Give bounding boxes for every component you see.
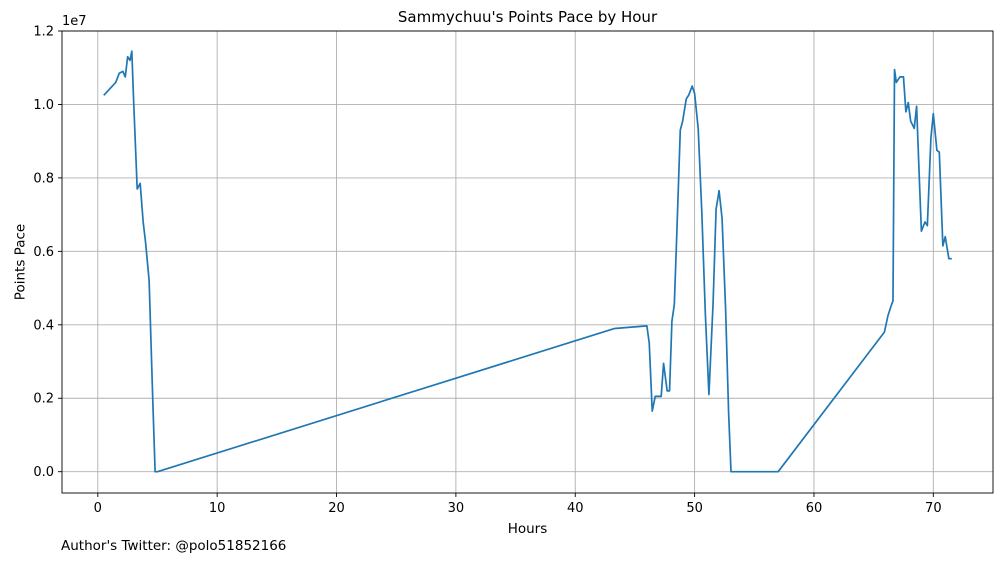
- plot-frame: [61, 30, 994, 494]
- axes-frame: [61, 30, 994, 494]
- author-footnote: Author's Twitter: @polo51852166: [61, 538, 287, 554]
- grid-layer: [62, 30, 993, 493]
- x-tick-label: 60: [806, 501, 823, 516]
- x-tick-label: 50: [686, 501, 703, 516]
- series-line: [103, 50, 952, 473]
- y-tick-label: 0.0: [33, 465, 54, 480]
- y-tick-label: 0.2: [33, 392, 54, 407]
- x-tick-label: 30: [448, 501, 465, 516]
- y-tick-label: 0.6: [33, 245, 54, 260]
- y-tick-label: 1.2: [33, 25, 54, 40]
- y-tick-label: 0.4: [33, 318, 54, 333]
- y-tick-label: 0.8: [33, 171, 54, 186]
- x-tick-label: 0: [94, 501, 102, 516]
- x-axis-label: Hours: [508, 521, 548, 537]
- y-tick-label: 1.0: [33, 98, 54, 113]
- x-tick-label: 10: [209, 501, 226, 516]
- x-axis-ticks: 0 10 20 30 40 50 60 70: [94, 493, 942, 516]
- line-layer: [103, 50, 952, 473]
- y-axis-label: Points Pace: [13, 224, 29, 300]
- x-tick-label: 20: [328, 501, 345, 516]
- y-axis-offset-label: 1e7: [62, 14, 87, 29]
- chart-title: Sammychuu's Points Pace by Hour: [398, 8, 658, 26]
- y-axis-ticks: 0.0 0.2 0.4 0.6 0.8 1.0 1.2: [33, 25, 62, 480]
- x-tick-label: 70: [925, 501, 942, 516]
- x-tick-label: 40: [567, 501, 584, 516]
